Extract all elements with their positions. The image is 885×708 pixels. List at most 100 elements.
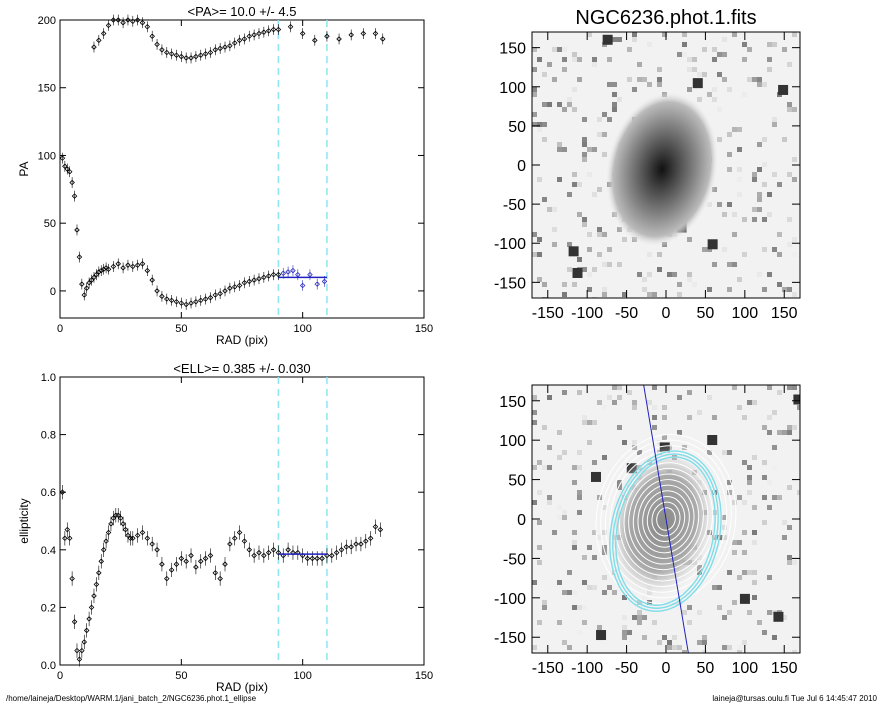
ell-point	[164, 575, 170, 582]
ell-point	[275, 549, 282, 556]
img-top-noise-pixel	[752, 177, 757, 182]
img-bottom-noise-pixel	[597, 625, 602, 630]
pa-point-lower	[168, 297, 175, 304]
img-top-noise-pixel	[537, 252, 542, 257]
img-bottom-noise-pixel	[722, 535, 727, 540]
img-bottom-noise-pixel	[567, 570, 572, 575]
pa-point-upper	[246, 33, 253, 40]
img-top-noise-pixel	[597, 227, 602, 232]
img-bottom-noise-pixel	[592, 420, 597, 425]
img-bottom-noise-pixel	[572, 480, 577, 485]
img-bottom-noise-pixel	[532, 645, 537, 650]
img-top-noise-pixel	[632, 87, 637, 92]
img-bottom-noise-pixel	[697, 640, 702, 645]
img-top-noise-pixel	[677, 282, 682, 287]
img-top-noise-pixel	[722, 77, 727, 82]
img-top-noise-pixel	[647, 292, 652, 297]
img-top-noise-pixel	[792, 107, 797, 112]
img-bottom-star	[596, 630, 607, 641]
img-top-noise-pixel	[582, 267, 587, 272]
img-top-noise-pixel	[557, 142, 562, 147]
pa-fit-point	[299, 282, 306, 289]
img-bottom-noise-pixel	[637, 450, 642, 455]
img-bottom-noise-pixel	[582, 420, 587, 425]
img-top-ytick-label: -50	[503, 197, 526, 214]
ell-point	[59, 489, 66, 495]
img-bottom-noise-pixel	[652, 415, 657, 420]
img-top-noise-pixel	[592, 57, 597, 62]
img-top-noise-pixel	[562, 282, 567, 287]
img-top-noise-pixel	[567, 102, 572, 107]
img-top-noise-pixel	[572, 52, 577, 57]
img-bottom-noise-pixel	[592, 460, 597, 465]
img-bottom-isophote	[642, 490, 690, 548]
pa-point-upper	[154, 41, 160, 48]
img-bottom-noise-pixel	[782, 535, 787, 540]
img-bottom-noise-pixel	[767, 415, 772, 420]
img-bottom-isophote	[600, 439, 732, 599]
ell-title: <ELL>= 0.385 +/- 0.030	[173, 361, 310, 376]
ell-point	[202, 555, 209, 562]
pa-point-lower	[125, 262, 131, 268]
img-top-noise-pixel	[777, 182, 782, 187]
pa-point-upper	[217, 45, 223, 52]
pa-fit-point	[321, 278, 328, 285]
img-top-noise-pixel	[687, 57, 692, 62]
pa-ytick-label: 100	[38, 150, 56, 162]
pa-plot	[59, 14, 425, 319]
ell-point	[207, 552, 214, 559]
pa-xtick-label: 50	[175, 323, 187, 335]
ell-point	[329, 552, 335, 559]
img-bottom-noise-pixel	[747, 480, 752, 485]
img-top-noise-pixel	[567, 242, 572, 247]
img-top-noise-pixel	[732, 232, 737, 237]
pa-frame	[59, 19, 425, 319]
pa-fit-point	[314, 281, 320, 287]
img-bottom-noise-pixel	[782, 520, 787, 525]
ell-point	[358, 541, 364, 547]
img-bottom-pa-line	[643, 385, 689, 653]
img-bottom-noise-pixel	[732, 385, 737, 390]
img-bottom-isophote	[628, 473, 704, 565]
img-bottom-noise-pixel	[612, 590, 617, 595]
pa-point-lower	[227, 285, 233, 291]
pa-point-upper	[178, 53, 185, 60]
img-top-noise-pixel	[687, 67, 692, 72]
img-top-noise-pixel	[732, 262, 737, 267]
pa-point-lower	[71, 193, 78, 199]
img-top-noise-pixel	[757, 77, 762, 82]
img-bottom-noise-pixel	[557, 515, 562, 520]
img-bottom-noise-pixel	[707, 395, 712, 400]
pa-point-lower	[212, 292, 219, 298]
img-top-noise-pixel	[717, 202, 722, 207]
img-bottom-noise-pixel	[632, 400, 637, 405]
img-bottom-noise-pixel	[737, 540, 742, 545]
img-top-noise-pixel	[572, 87, 577, 92]
img-bottom-noise-pixel	[587, 420, 592, 425]
img-bottom-noise-pixel	[627, 630, 632, 635]
img-bottom-noise-pixel	[542, 605, 547, 610]
img-bottom-noise-pixel	[542, 425, 547, 430]
img-top-noise-pixel	[532, 122, 537, 127]
img-bottom-noise-pixel	[572, 605, 577, 610]
img-top-noise-pixel	[702, 247, 707, 252]
img-top-noise-pixel	[647, 272, 652, 277]
img-bottom-noise-pixel	[562, 390, 567, 395]
img-bottom-noise-pixel	[562, 590, 567, 595]
img-top-noise-pixel	[602, 287, 607, 292]
pa-fit-point	[290, 267, 296, 274]
img-top-noise-pixel	[697, 97, 702, 102]
ell-ytick-label: 0.8	[41, 430, 56, 442]
img-top-xtick-label: 0	[662, 305, 671, 322]
img-bottom-noise-pixel	[732, 600, 737, 605]
pa-ytick-label: 150	[38, 83, 56, 95]
img-top-noise-pixel	[767, 67, 772, 72]
img-top-noise-pixel	[692, 282, 697, 287]
img-top-ytick-label: 0	[517, 158, 526, 175]
img-bottom-noise-pixel	[532, 420, 537, 425]
ell-point	[88, 604, 95, 611]
img-bottom-noise-pixel	[787, 385, 792, 390]
img-top-noise-pixel	[557, 147, 562, 152]
img-top-noise-pixel	[622, 237, 627, 242]
img-top-noise-pixel	[602, 132, 607, 137]
